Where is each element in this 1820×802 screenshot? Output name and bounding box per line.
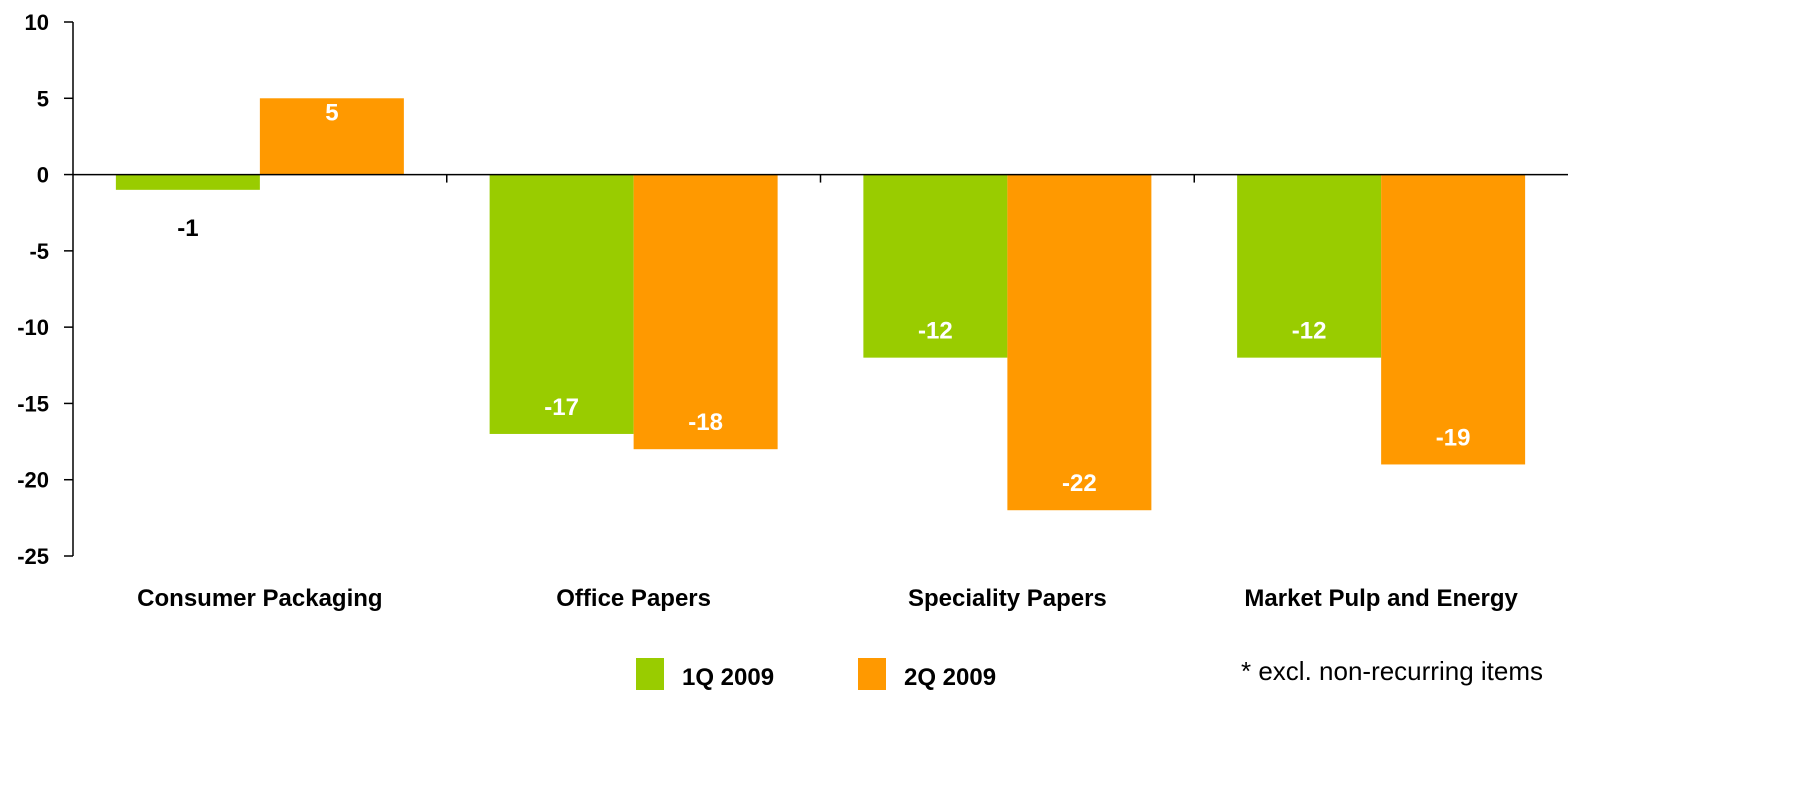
- y-tick-label: -20: [17, 468, 49, 493]
- category-label: Consumer Packaging: [137, 585, 382, 612]
- bar-2-3: [1007, 174, 1152, 511]
- y-tick-label: 5: [37, 86, 49, 111]
- y-tick-label: 0: [37, 163, 49, 188]
- bar-1-1: [115, 174, 260, 190]
- y-tick-label: -10: [17, 315, 49, 340]
- x-axis: Consumer Packaging Office Papers Specialit…: [73, 173, 1568, 612]
- bar-2-1: [259, 98, 404, 175]
- y-axis: 10 5 0 -5 -10 -15 -20 -25: [17, 10, 74, 569]
- category-label: Market Pulp and Energy: [1244, 585, 1518, 612]
- footnote: * excl. non-recurring items: [1241, 656, 1543, 686]
- bar-2-4: [1381, 174, 1526, 465]
- y-tick-label: -25: [17, 544, 49, 569]
- y-tick-label: -15: [17, 391, 49, 416]
- data-label: 5: [325, 99, 338, 126]
- bar-1-4: [1237, 174, 1382, 358]
- data-label: -12: [918, 318, 953, 345]
- category-label: Office Papers: [556, 585, 711, 612]
- data-label: -12: [1292, 318, 1327, 345]
- bars: -1 5 -17 -18 -12 -22 -12 -19: [115, 98, 1526, 511]
- data-label: -18: [688, 409, 723, 436]
- bar-2-2: [633, 174, 778, 450]
- legend-swatch: [858, 658, 886, 690]
- bar-1-2: [489, 174, 634, 434]
- data-label: -1: [177, 215, 198, 242]
- legend-swatch: [636, 658, 664, 690]
- y-tick-label: 10: [25, 10, 49, 35]
- data-label: -17: [544, 394, 579, 421]
- category-label: Speciality Papers: [908, 585, 1107, 612]
- data-label: -19: [1436, 424, 1471, 451]
- legend-label: 2Q 2009: [904, 664, 996, 691]
- data-label: -22: [1062, 470, 1097, 497]
- y-tick-label: -5: [29, 239, 49, 264]
- bar-1-3: [863, 174, 1008, 358]
- legend-label: 1Q 2009: [682, 664, 774, 691]
- legend: 1Q 2009 2Q 2009: [636, 658, 996, 691]
